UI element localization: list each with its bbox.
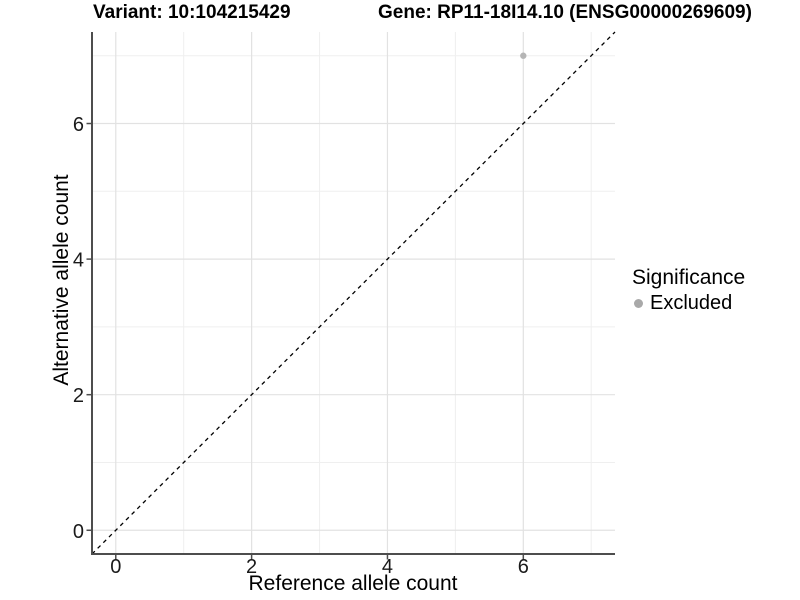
legend: Significance Excluded xyxy=(630,265,745,315)
legend-item-excluded: Excluded xyxy=(634,291,745,315)
legend-title: Significance xyxy=(632,266,746,289)
legend-item-label: Excluded xyxy=(650,292,733,314)
x-tick-label: 0 xyxy=(110,556,121,578)
y-tick-label: 6 xyxy=(73,114,84,136)
data-point xyxy=(520,52,527,59)
identity-line xyxy=(91,31,616,555)
y-tick-label: 4 xyxy=(73,250,84,272)
x-tick-label: 6 xyxy=(518,556,529,578)
x-tick-label: 2 xyxy=(246,556,257,578)
x-tick-label: 4 xyxy=(382,556,393,578)
y-tick-label: 0 xyxy=(73,521,84,543)
y-tick-label: 2 xyxy=(73,385,84,407)
x-axis-title: Reference allele count xyxy=(248,572,458,595)
variant-title: Variant: 10:104215429 xyxy=(93,2,291,23)
gene-title: Gene: RP11-18I14.10 (ENSG00000269609) xyxy=(378,2,752,23)
y-axis-title: Alternative allele count xyxy=(50,174,73,386)
excluded-point-swatch xyxy=(634,298,643,308)
